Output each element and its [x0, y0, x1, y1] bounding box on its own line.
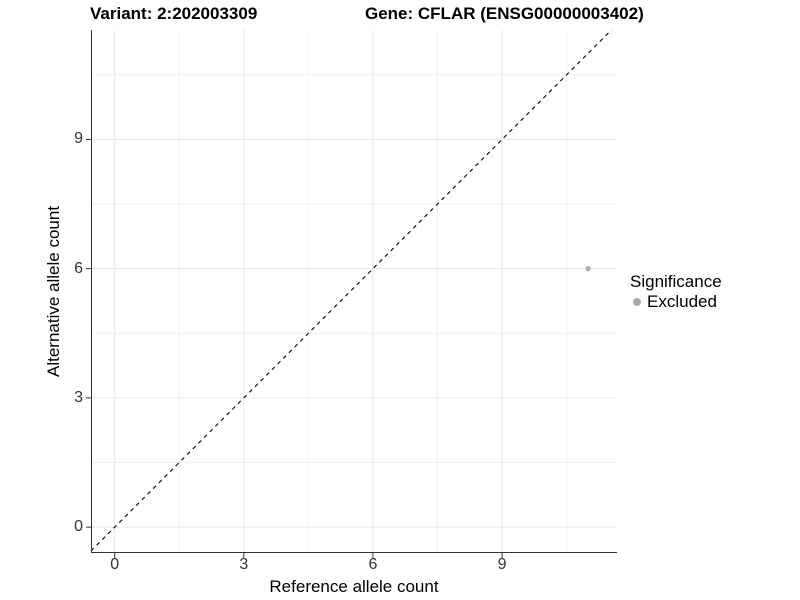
y-tick-label: 6 [74, 259, 83, 277]
legend: Significance Excluded [630, 272, 722, 311]
y-tick-label: 0 [74, 518, 83, 536]
x-tick-label: 9 [497, 556, 507, 573]
identity-line [90, 29, 612, 552]
y-axis-title: Alternative allele count [44, 205, 63, 378]
y-tick-label: 3 [74, 388, 83, 406]
legend-entry-excluded: Excluded [630, 292, 722, 311]
x-tick-label: 0 [110, 556, 120, 573]
data-point [585, 265, 591, 272]
chart-canvas [86, 29, 617, 558]
plot-title-variant: Variant: 2:202003309 [90, 4, 258, 23]
x-tick-label: 6 [368, 556, 378, 573]
x-tick-label: 3 [239, 556, 249, 573]
legend-entry-label: Excluded [647, 291, 717, 311]
y-tick-label: 9 [74, 130, 83, 148]
plot-title-gene: Gene: CFLAR (ENSG00000003402) [365, 4, 644, 23]
plot-panel [86, 29, 617, 558]
legend-title: Significance [630, 272, 722, 291]
legend-point-icon [633, 297, 641, 306]
x-axis-title: Reference allele count [269, 577, 439, 596]
